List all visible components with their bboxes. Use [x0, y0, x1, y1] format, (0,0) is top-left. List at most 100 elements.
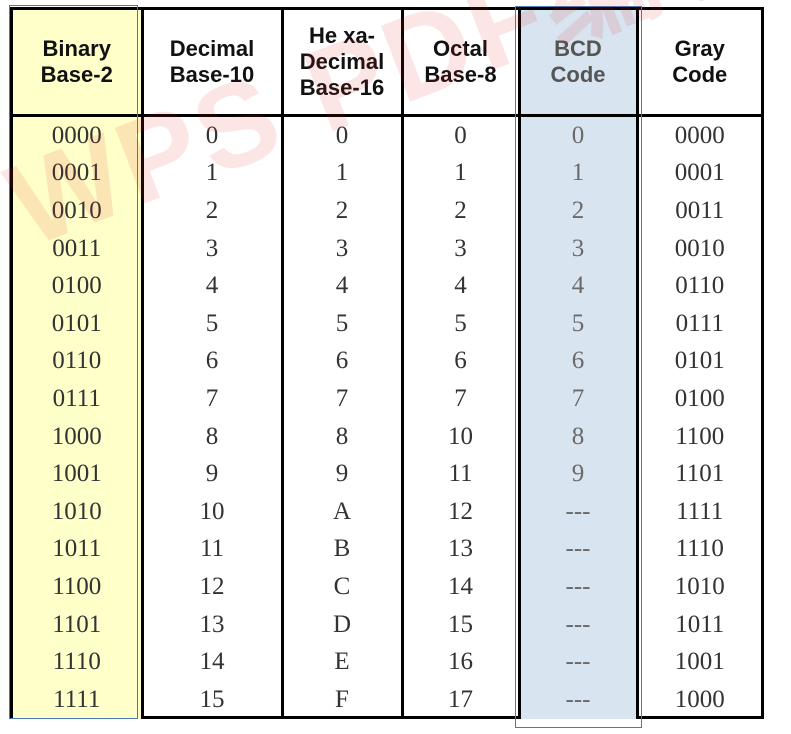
- cell-octal: 14: [402, 568, 521, 606]
- table-row: 0111 7 7 7 7 0100: [13, 380, 761, 418]
- header-bcd: BCD Code: [519, 10, 639, 117]
- cell-hexadecimal: 5: [282, 304, 404, 343]
- cell-decimal: 15: [142, 680, 284, 719]
- cell-hexadecimal: C: [282, 568, 404, 606]
- cell-hexadecimal: 2: [282, 192, 404, 230]
- table-row: 1101 13 D 15 --- 1011: [13, 605, 761, 644]
- cell-bcd: 0: [519, 115, 639, 155]
- header-row: Binary Base-2 Decimal Base-10 He xa- Dec…: [13, 10, 761, 117]
- cell-gray: 0111: [675, 309, 724, 337]
- cell-bcd: 6: [519, 342, 639, 381]
- cell-gray: 1011: [675, 610, 725, 638]
- cell-gray: 1101: [675, 460, 725, 488]
- cell-binary: 0110: [13, 342, 144, 381]
- table-row: 0001 1 1 1 1 0001: [13, 154, 761, 193]
- cell-binary: 0001: [13, 154, 144, 193]
- cell-bcd: ---: [519, 605, 639, 644]
- cell-octal: 16: [402, 643, 521, 681]
- cell-binary: 1000: [13, 417, 144, 456]
- cell-bcd: 2: [519, 192, 639, 230]
- cell-hexadecimal: B: [282, 530, 404, 569]
- cell-decimal: 5: [142, 304, 284, 343]
- cell-bcd: 8: [519, 417, 639, 456]
- cell-hexadecimal: 9: [282, 455, 404, 493]
- cell-binary: 1001: [13, 455, 144, 493]
- cell-binary: 1010: [13, 492, 144, 531]
- cell-gray: 1000: [674, 685, 725, 713]
- cell-gray: 0011: [675, 196, 725, 224]
- cell-binary: 0011: [13, 229, 144, 268]
- cell-bcd: 3: [519, 229, 639, 268]
- cell-hexadecimal: 6: [282, 342, 404, 381]
- cell-decimal: 14: [142, 643, 284, 681]
- cell-decimal: 6: [142, 342, 284, 381]
- header-gray: Gray Code: [637, 10, 761, 117]
- cell-octal: 1: [402, 154, 521, 193]
- cell-bcd: ---: [519, 492, 639, 531]
- cell-gray: 0001: [674, 159, 725, 187]
- cell-hexadecimal: 3: [282, 229, 404, 268]
- cell-hexadecimal: 8: [282, 417, 404, 456]
- cell-octal: 13: [402, 530, 521, 569]
- cell-binary: 1100: [13, 568, 144, 606]
- cell-gray: 1110: [675, 535, 724, 563]
- cell-octal: 12: [402, 492, 521, 531]
- table-row: 1110 14 E 16 --- 1001: [13, 643, 761, 681]
- header-octal: Octal Base-8: [402, 10, 521, 117]
- cell-octal: 6: [402, 342, 521, 381]
- cell-decimal: 9: [142, 455, 284, 493]
- cell-bcd: ---: [519, 680, 639, 719]
- cell-bcd: ---: [519, 643, 639, 681]
- cell-hexadecimal: F: [282, 680, 404, 719]
- cell-bcd: 7: [519, 380, 639, 418]
- cell-gray: 0110: [675, 272, 725, 300]
- cell-octal: 11: [402, 455, 521, 493]
- cell-decimal: 10: [142, 492, 284, 531]
- table-row: 0010 2 2 2 2 0011: [13, 192, 761, 230]
- table-row: 0101 5 5 5 5 0111: [13, 304, 761, 343]
- table-row: 1010 10 A 12 --- 1111: [13, 492, 761, 531]
- cell-hexadecimal: D: [282, 605, 404, 644]
- cell-octal: 10: [402, 417, 521, 456]
- header-binary: Binary Base-2: [13, 10, 144, 117]
- header-decimal: Decimal Base-10: [142, 10, 284, 117]
- cell-gray: 1010: [674, 572, 725, 600]
- cell-octal: 4: [402, 267, 521, 305]
- table-row: 0011 3 3 3 3 0010: [13, 229, 761, 268]
- cell-bcd: ---: [519, 568, 639, 606]
- table-row: 1000 8 8 10 8 1100: [13, 417, 761, 456]
- cell-gray: 1100: [675, 422, 725, 450]
- cell-gray: 0101: [674, 347, 725, 375]
- cell-decimal: 2: [142, 192, 284, 230]
- cell-decimal: 4: [142, 267, 284, 305]
- table-row: 1001 9 9 11 9 1101: [13, 455, 761, 493]
- cell-hexadecimal: A: [282, 492, 404, 531]
- cell-octal: 3: [402, 229, 521, 268]
- cell-octal: 15: [402, 605, 521, 644]
- cell-gray: 1111: [676, 497, 724, 525]
- cell-hexadecimal: 1: [282, 154, 404, 193]
- cell-bcd: 5: [519, 304, 639, 343]
- cell-octal: 7: [402, 380, 521, 418]
- cell-decimal: 1: [142, 154, 284, 193]
- cell-octal: 5: [402, 304, 521, 343]
- cell-hexadecimal: 7: [282, 380, 404, 418]
- cell-hexadecimal: 4: [282, 267, 404, 305]
- table-row: 0110 6 6 6 6 0101: [13, 342, 761, 381]
- cell-decimal: 13: [142, 605, 284, 644]
- table-row: 0000 0 0 0 0 0000: [13, 115, 761, 155]
- cell-bcd: 1: [519, 154, 639, 193]
- table-row: 1011 11 B 13 --- 1110: [13, 530, 761, 569]
- cell-decimal: 7: [142, 380, 284, 418]
- cell-decimal: 12: [142, 568, 284, 606]
- cell-binary: 0101: [13, 304, 144, 343]
- cell-binary: 0100: [13, 267, 144, 305]
- number-systems-table-container: Binary Base-2 Decimal Base-10 He xa- Dec…: [10, 7, 764, 719]
- cell-gray: 1001: [674, 648, 725, 676]
- cell-gray: 0010: [674, 234, 725, 262]
- cell-decimal: 3: [142, 229, 284, 268]
- cell-binary: 0010: [13, 192, 144, 230]
- table-body: 0000 0 0 0 0 0000 0001 1 1 1 1 0001 0010 2 2 2 2 0011 0011…: [13, 115, 761, 719]
- cell-binary: 0111: [13, 380, 144, 418]
- cell-decimal: 0: [142, 115, 284, 155]
